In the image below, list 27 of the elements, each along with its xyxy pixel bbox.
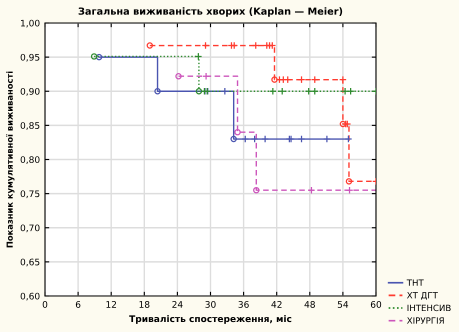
- y-axis-title: Показник кумулятивної виживаності: [6, 72, 14, 248]
- x-tick-label: 30: [205, 301, 216, 308]
- legend-label: ТНТ: [406, 279, 424, 286]
- x-tick-label: 48: [304, 301, 315, 308]
- x-tick-label: 0: [42, 301, 48, 308]
- y-tick-label: 0,80: [20, 156, 40, 164]
- y-tick-label: 0,65: [20, 258, 40, 266]
- legend-label: ХІРУРГІЯ: [406, 317, 444, 324]
- x-tick-label: 36: [238, 301, 249, 308]
- x-tick-label: 18: [140, 301, 150, 308]
- x-tick-label: 60: [370, 301, 382, 308]
- y-tick-label: 0,60: [20, 292, 40, 300]
- y-tick-label: 0,75: [20, 190, 40, 198]
- legend-label: ХТ ДГТ: [406, 292, 438, 300]
- x-tick-label: 12: [106, 301, 116, 308]
- x-axis-title: Тривалість спостереження, міс: [129, 315, 292, 324]
- x-tick-label: 54: [338, 301, 348, 308]
- legend-label: ІНТЕНСИВ: [408, 304, 451, 312]
- y-tick-label: 0,85: [20, 122, 40, 130]
- y-tick-label: 0,70: [20, 224, 40, 232]
- x-tick-label: 42: [271, 301, 282, 308]
- y-tick-label: 0,95: [20, 54, 40, 62]
- x-tick-label: 24: [172, 301, 183, 308]
- x-tick-label: 6: [76, 301, 80, 308]
- chart-title: Загальна виживаність хворих (Kaplan — Meier): [78, 7, 342, 17]
- y-tick-label: 1,00: [21, 20, 40, 28]
- y-tick-label: 0,90: [20, 88, 40, 96]
